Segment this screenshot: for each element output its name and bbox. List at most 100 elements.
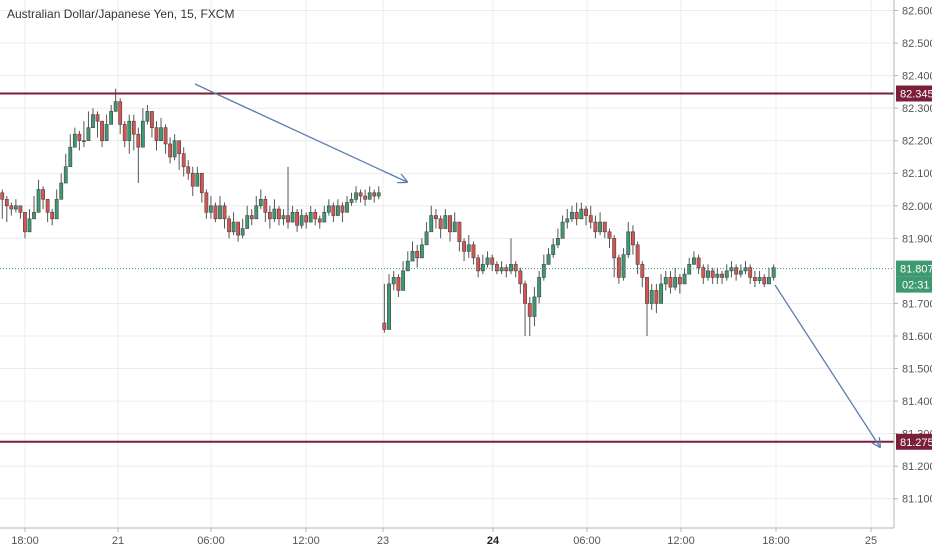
candle-body (401, 270, 406, 291)
candle-body (290, 212, 295, 223)
candle-body (471, 244, 476, 259)
candle-body (429, 215, 434, 233)
candle-body (555, 238, 560, 246)
candle-body (752, 277, 757, 281)
candle-body (476, 257, 481, 272)
horizontal-levels[interactable] (0, 92, 894, 443)
candle-body (154, 127, 159, 142)
candle-body (281, 215, 286, 220)
candle-body (541, 264, 546, 278)
candle-body (236, 221, 241, 236)
candle-body (462, 241, 467, 252)
candle-body (358, 192, 363, 197)
candle-body (659, 283, 664, 304)
candle-body (195, 172, 200, 187)
time-axis[interactable]: 18:00 21 06:00 12:00 23 24 06:00 12:00 18:00 25 (0, 527, 894, 547)
level-price-label: 81.275 (900, 437, 932, 449)
candle-body (649, 290, 654, 304)
candle-body (231, 221, 236, 233)
trend-arrows[interactable] (194, 83, 880, 447)
candle-body (724, 270, 729, 278)
candle-body (186, 166, 191, 174)
time-tick-label: 23 (377, 535, 389, 547)
candle-body (584, 208, 588, 216)
candle-body (263, 198, 268, 213)
candle-body (258, 198, 263, 207)
time-tick-label: 12:00 (667, 535, 695, 547)
candle-body (68, 146, 73, 168)
candle-body (696, 257, 701, 268)
candle-body (419, 244, 424, 259)
price-axis[interactable]: 82.600 82.500 82.400 82.300 82.200 82.100 82.0… (893, 0, 932, 550)
trend-arrow-1[interactable] (194, 83, 407, 182)
candle-body (630, 231, 635, 246)
candle-body (131, 120, 136, 135)
candle-body (715, 273, 720, 278)
candle-body (181, 153, 186, 168)
candle-body (607, 231, 612, 239)
candle-body (738, 270, 743, 275)
countdown-bg (896, 276, 932, 293)
candle-body (438, 218, 443, 229)
candle-body (295, 212, 299, 226)
candle-body (13, 205, 18, 210)
price-tick-label: 81.600 (902, 331, 932, 343)
candle-body (91, 114, 95, 128)
trend-arrow-2[interactable] (774, 284, 880, 447)
candle-body (640, 264, 645, 278)
candle-body (499, 267, 504, 272)
candle-body (267, 212, 272, 220)
candle-body (109, 111, 114, 125)
candle-body (570, 212, 574, 220)
candle-body (340, 205, 345, 213)
level-label-bg (896, 85, 932, 102)
candle-body (579, 208, 584, 220)
candle-body (18, 205, 23, 213)
candle-body (245, 215, 250, 229)
candle-body (523, 283, 528, 304)
candle-body (59, 182, 64, 200)
candle-body (602, 221, 607, 233)
time-tick-label: 21 (112, 535, 124, 547)
price-tick-label: 81.400 (902, 396, 932, 408)
candle-body (424, 231, 429, 246)
candle-body (687, 264, 692, 275)
chart-title: Australian Dollar/Japanese Yen, 15, FXCM (7, 7, 235, 21)
candle-body (32, 212, 36, 220)
candle-body (387, 283, 391, 330)
candle-body (272, 208, 277, 220)
candle-body (227, 218, 231, 233)
candle-body (574, 212, 579, 220)
candle-body (41, 189, 45, 200)
candle-body (218, 205, 222, 220)
price-tick-label: 81.200 (902, 461, 932, 473)
candle-body (27, 218, 32, 233)
candle-body (50, 212, 55, 220)
candle-body (213, 205, 218, 220)
candle-body (209, 205, 213, 213)
candle-body (382, 322, 387, 330)
candle-body (645, 277, 649, 304)
candle-body (396, 277, 401, 291)
candle-body (145, 111, 150, 122)
candle-body (560, 221, 565, 239)
time-tick-label: 06:00 (197, 535, 225, 547)
candle-body (304, 215, 309, 223)
candle-body (513, 264, 518, 272)
candle-body (367, 192, 372, 200)
candle-body (626, 231, 631, 255)
candle-body (376, 192, 381, 197)
candle-body (612, 238, 617, 259)
candle-body (23, 212, 27, 233)
candle-body (729, 267, 734, 272)
candle-body (593, 221, 598, 233)
time-tick-label: 18:00 (11, 535, 39, 547)
candle-body (354, 192, 358, 200)
time-tick-label: 18:00 (762, 535, 790, 547)
candle-body (677, 277, 682, 285)
candle-body (240, 228, 245, 236)
candle-body (551, 244, 556, 255)
candle-body (345, 202, 349, 213)
